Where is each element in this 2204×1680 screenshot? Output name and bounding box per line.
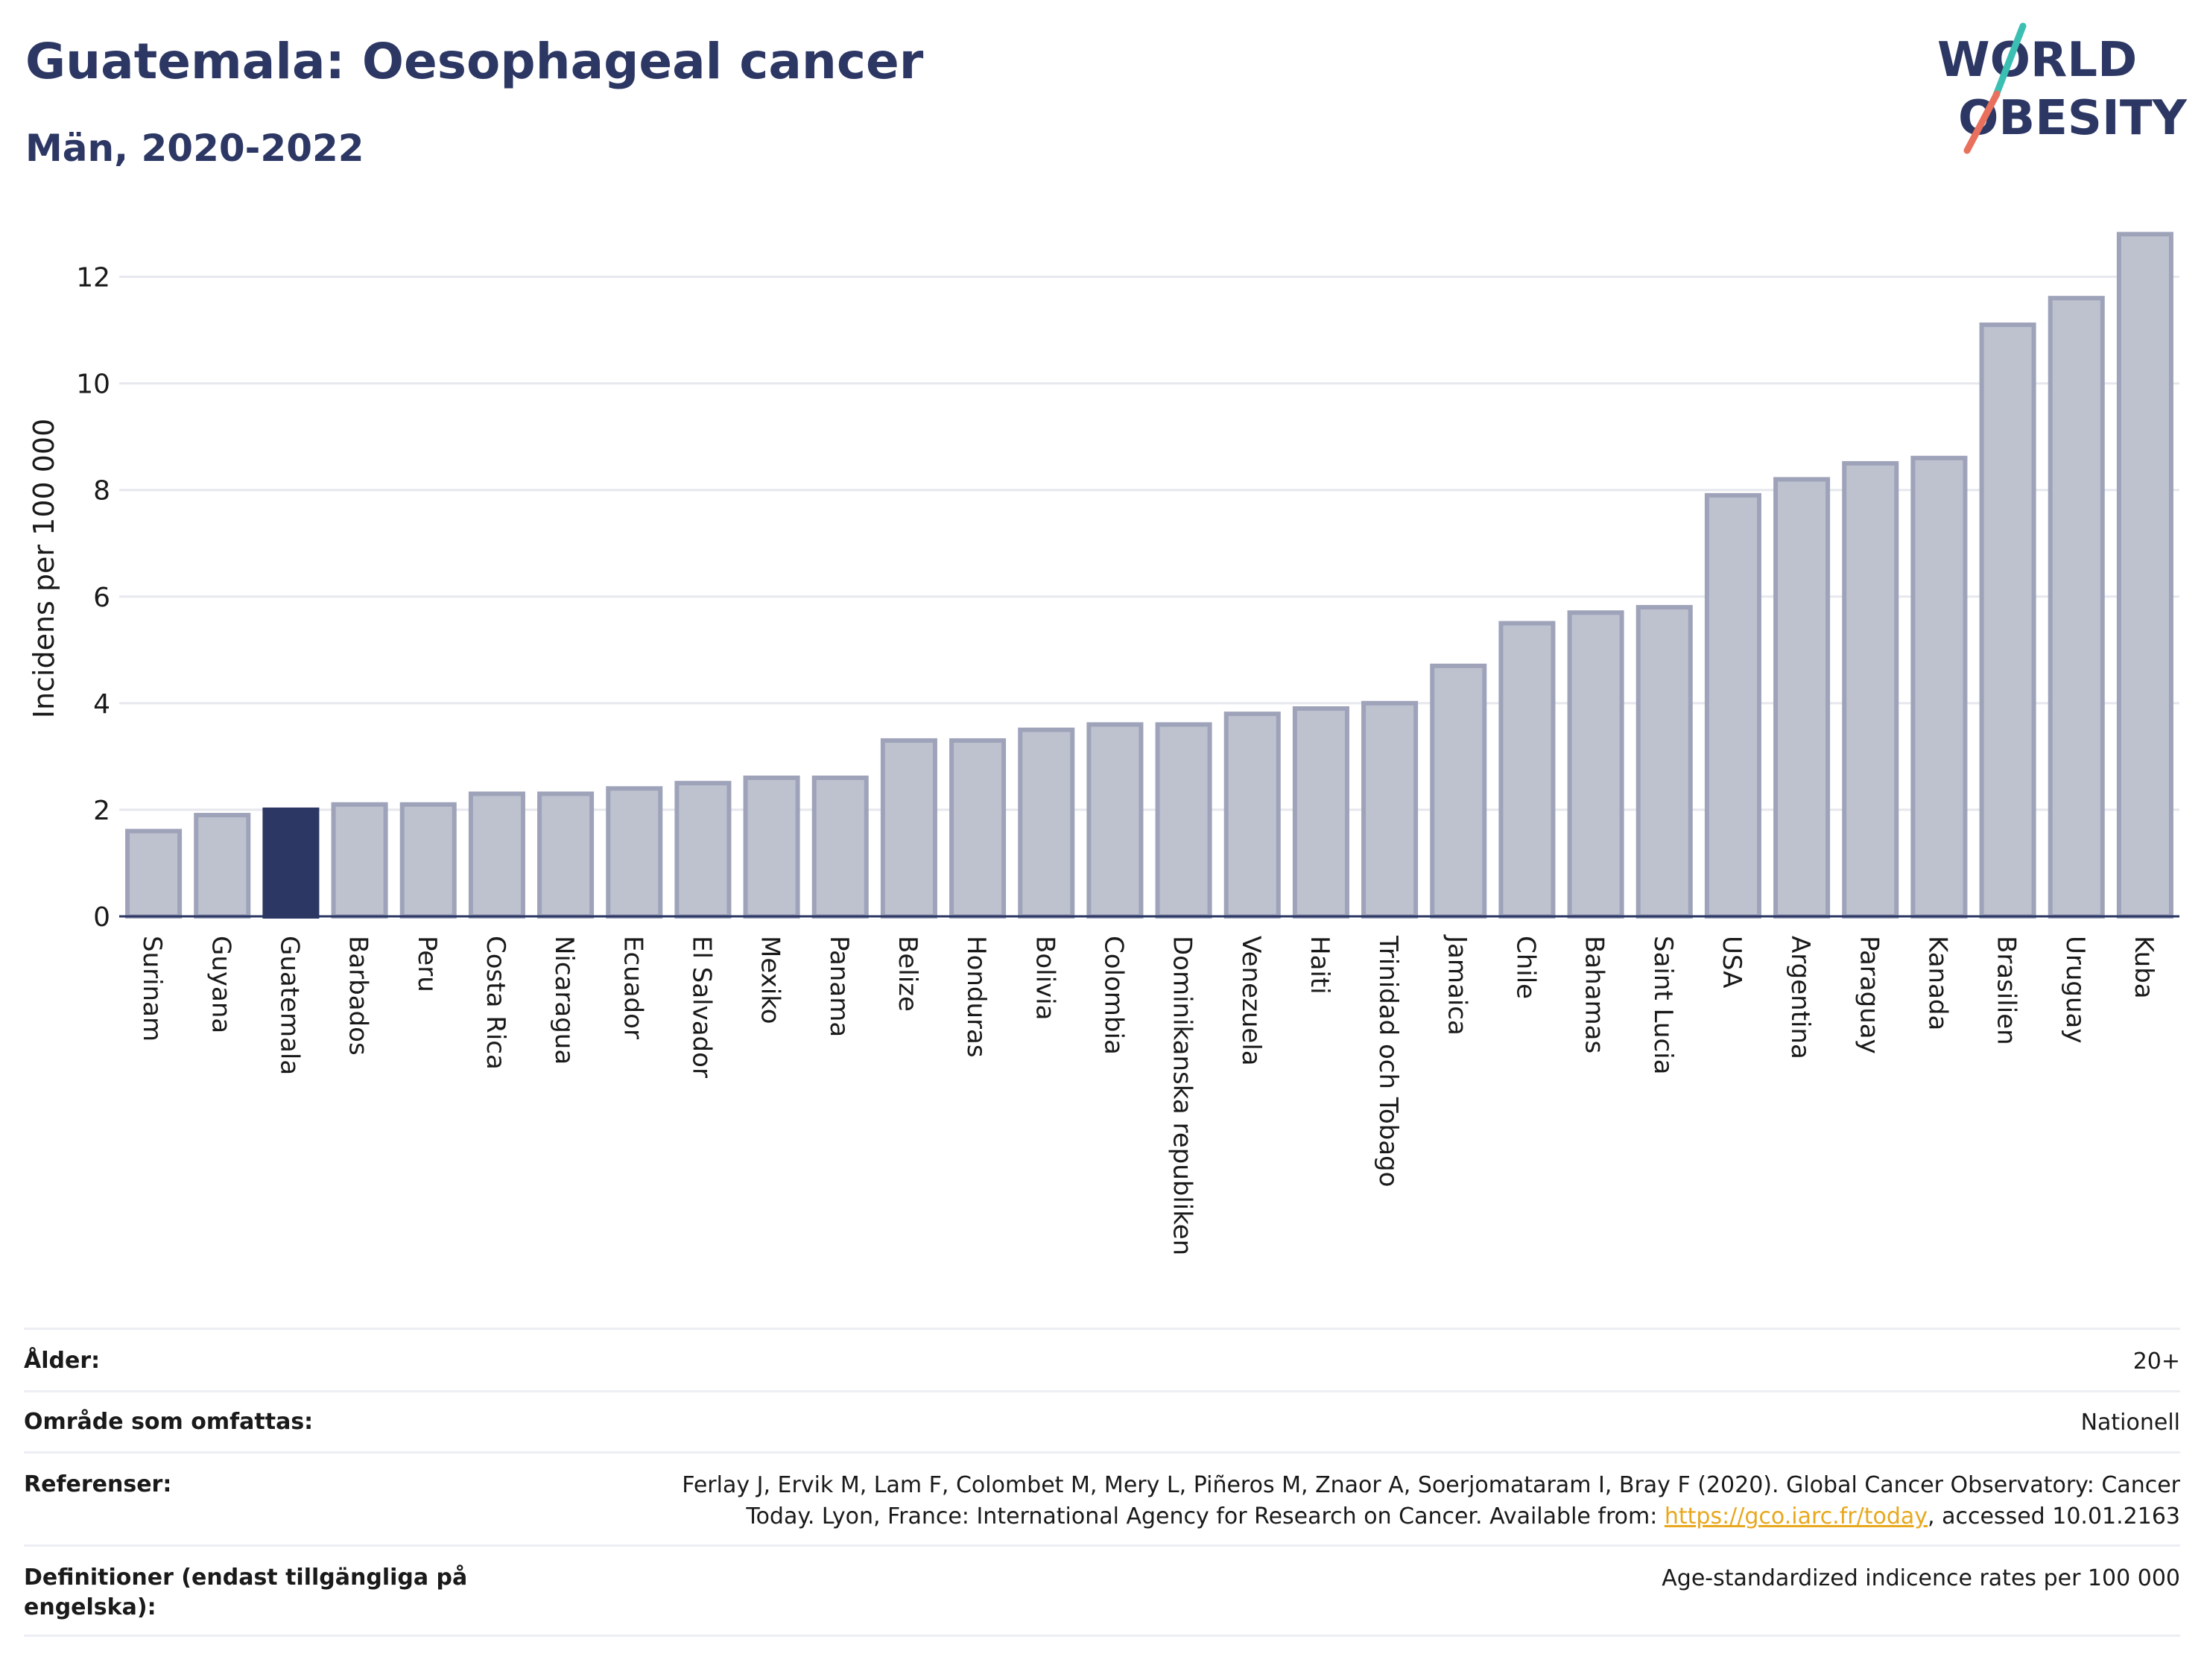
- bar-uruguay[interactable]: [2048, 296, 2105, 919]
- area-value: Nationell: [2080, 1410, 2180, 1436]
- x-tick-label: Venezuela: [1236, 936, 1266, 1066]
- bar-usa[interactable]: [1704, 492, 1761, 919]
- y-tick-labels: 0 2 4 6 8 10 12: [76, 263, 110, 933]
- x-tick-label: Jamaica: [1442, 934, 1472, 1036]
- bar-kuba[interactable]: [2116, 232, 2173, 919]
- definitions-value: Age-standardized indicence rates per 100…: [1662, 1565, 2180, 1591]
- logo-slash-bottom: [1963, 90, 2001, 154]
- bar-mexiko[interactable]: [743, 776, 800, 919]
- x-tick-label: Chile: [1510, 936, 1540, 999]
- x-tick-label: El Salvador: [686, 936, 716, 1078]
- x-tick-label: Guatemala: [274, 936, 304, 1075]
- bar-honduras[interactable]: [949, 738, 1007, 919]
- world-obesity-logo: WORLD OBESITY: [1937, 22, 2187, 154]
- bar-nicaragua[interactable]: [537, 791, 595, 919]
- bar-bolivia[interactable]: [1018, 727, 1075, 919]
- x-tick-label: Panama: [824, 936, 854, 1037]
- bars-layer: [119, 232, 2179, 919]
- bar-chart: 0 2 4 6 8 10 12 Surinam Guyana Guatemala Barbados…: [28, 232, 2179, 1255]
- x-tick-label: Peru: [412, 936, 442, 992]
- x-tick-label: Costa Rica: [481, 936, 510, 1070]
- x-tick-label: Kanada: [1922, 936, 1952, 1030]
- x-tick-label: Bahamas: [1580, 936, 1609, 1053]
- references-label: Referenser:: [24, 1471, 172, 1497]
- references-line-2: Today. Lyon, France: International Agenc…: [682, 1501, 2180, 1532]
- y-tick-label: 2: [93, 796, 110, 826]
- x-tick-label: Argentina: [1785, 936, 1815, 1059]
- definitions-label-line-2: engelska):: [24, 1594, 156, 1620]
- info-table: Ålder: 20+ Område som omfattas: Nationel…: [24, 1328, 2180, 1637]
- x-tick-label: Paraguay: [1854, 936, 1884, 1054]
- x-tick-label: USA: [1717, 936, 1747, 988]
- bar-kanada[interactable]: [1910, 455, 1968, 919]
- bar-surinam[interactable]: [125, 828, 183, 919]
- x-tick-label: Mexiko: [756, 936, 785, 1024]
- x-tick-label: Surinam: [137, 936, 167, 1042]
- bar-colombia[interactable]: [1086, 722, 1144, 919]
- bar-trinidad-och-tobago[interactable]: [1361, 700, 1419, 919]
- bar-chile[interactable]: [1498, 621, 1556, 919]
- bar-bahamas[interactable]: [1567, 610, 1624, 919]
- bar-argentina[interactable]: [1773, 477, 1831, 919]
- y-tick-label: 8: [93, 476, 110, 507]
- references-link[interactable]: https://gco.iarc.fr/today: [1664, 1503, 1928, 1530]
- age-label: Ålder:: [24, 1348, 101, 1374]
- y-tick-label: 6: [93, 583, 110, 613]
- x-tick-label: Ecuador: [618, 936, 647, 1039]
- references-value: Ferlay J, Ervik M, Lam F, Colombet M, Me…: [682, 1470, 2180, 1532]
- area-label: Område som omfattas:: [24, 1409, 314, 1435]
- bar-guyana[interactable]: [194, 813, 251, 919]
- x-tick-label: Uruguay: [2060, 936, 2090, 1044]
- y-tick-label: 0: [93, 902, 110, 933]
- logo-text-world: WORLD: [1937, 33, 2137, 88]
- page-title: Guatemala: Oesophageal cancer: [25, 33, 924, 90]
- page-subtitle: Män, 2020-2022: [25, 127, 364, 170]
- x-tick-label: Colombia: [1098, 936, 1128, 1055]
- bar-peru[interactable]: [399, 802, 457, 919]
- x-tick-label: Belize: [893, 936, 922, 1012]
- y-axis-label: Incidens per 100 000: [28, 419, 60, 719]
- x-tick-label: Guyana: [206, 936, 235, 1033]
- bar-paraguay[interactable]: [1842, 460, 1899, 919]
- bar-barbados[interactable]: [331, 802, 388, 919]
- definitions-label: Definitioner (endast tillgängliga på eng…: [24, 1563, 467, 1623]
- bar-ecuador[interactable]: [606, 786, 663, 919]
- x-tick-label: Saint Lucia: [1648, 936, 1678, 1074]
- bar-brasilien[interactable]: [1979, 322, 2036, 919]
- x-tick-label: Honduras: [961, 936, 991, 1058]
- y-tick-label: 4: [93, 689, 110, 720]
- info-row-age: Ålder: 20+: [24, 1328, 2180, 1390]
- bar-el-salvador[interactable]: [674, 781, 732, 919]
- bar-saint-lucia[interactable]: [1635, 605, 1693, 919]
- y-tick-label: 10: [76, 370, 110, 400]
- x-tick-label: Bolivia: [1030, 936, 1060, 1020]
- age-value: 20+: [2132, 1348, 2180, 1375]
- bar-costa-rica[interactable]: [468, 791, 525, 919]
- info-row-definitions: Definitioner (endast tillgängliga på eng…: [24, 1544, 2180, 1637]
- x-tick-label: Trinidad och Tobago: [1373, 935, 1403, 1187]
- info-row-area: Område som omfattas: Nationell: [24, 1390, 2180, 1451]
- bar-panama[interactable]: [811, 776, 869, 919]
- x-tick-label: Dominikanska republiken: [1168, 936, 1197, 1255]
- x-tick-label: Haiti: [1305, 936, 1334, 995]
- x-tick-label: Barbados: [343, 936, 373, 1056]
- logo-slash-top: [1992, 22, 2027, 101]
- x-tick-label: Kuba: [2129, 936, 2159, 999]
- bar-jamaica[interactable]: [1430, 663, 1487, 919]
- definitions-label-line-1: Definitioner (endast tillgängliga på: [24, 1565, 468, 1591]
- x-tick-label: Nicaragua: [549, 936, 579, 1065]
- grid-layer: [119, 276, 2179, 811]
- x-tick-labels: Surinam Guyana Guatemala Barbados Peru Costa …: [137, 934, 2159, 1255]
- bar-haiti[interactable]: [1292, 706, 1349, 919]
- bar-guatemala[interactable]: [262, 807, 320, 919]
- references-line-2-end: , accessed 10.01.2163: [1928, 1503, 2180, 1530]
- bar-dominikanska-republiken[interactable]: [1155, 722, 1212, 919]
- bar-venezuela[interactable]: [1223, 711, 1281, 919]
- y-tick-label: 12: [76, 263, 110, 294]
- info-row-references: Referenser: Ferlay J, Ervik M, Lam F, Co…: [24, 1451, 2180, 1544]
- bar-belize[interactable]: [880, 738, 937, 919]
- references-line-1: Ferlay J, Ervik M, Lam F, Colombet M, Me…: [682, 1472, 2180, 1498]
- x-tick-label: Brasilien: [1992, 936, 2021, 1045]
- references-line-2-text: Today. Lyon, France: International Agenc…: [746, 1503, 1665, 1530]
